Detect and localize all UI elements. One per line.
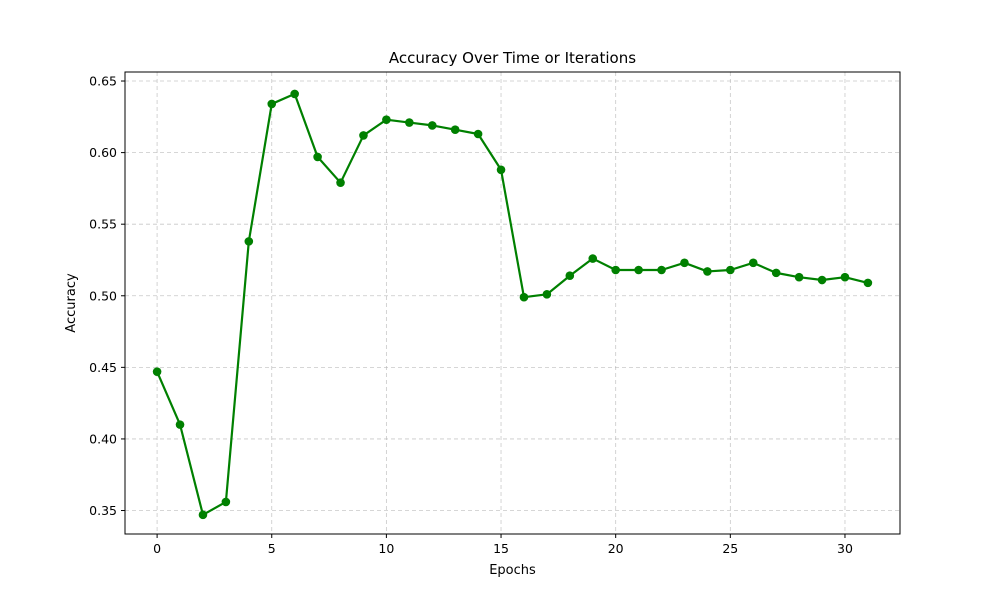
data-point — [405, 118, 414, 127]
data-point — [519, 292, 529, 302]
data-point — [427, 121, 437, 130]
data-point — [794, 272, 804, 282]
data-point — [152, 367, 162, 376]
data-point — [450, 125, 460, 134]
series-accuracy — [152, 89, 873, 520]
data-point — [748, 258, 758, 268]
x-tick-label: 15 — [493, 541, 509, 556]
y-tick-label: 0.45 — [89, 360, 117, 375]
data-point — [313, 152, 322, 162]
y-tick-label: 0.60 — [89, 145, 117, 160]
x-tick-label: 30 — [837, 541, 853, 556]
data-point — [771, 268, 781, 278]
data-point — [359, 131, 368, 140]
data-point — [680, 258, 689, 268]
data-point — [290, 89, 299, 99]
data-point — [496, 165, 506, 175]
data-point — [840, 272, 850, 282]
data-point — [703, 267, 712, 276]
data-point — [267, 99, 277, 109]
x-tick-label: 10 — [378, 541, 394, 556]
data-point — [382, 115, 391, 124]
data-point — [817, 275, 827, 285]
x-axis-label: Epochs — [489, 563, 536, 578]
plot-area-frame — [124, 71, 901, 535]
data-point — [611, 265, 620, 275]
y-tick-label: 0.50 — [89, 288, 117, 303]
grid — [125, 72, 900, 534]
x-tick-label: 0 — [153, 541, 161, 556]
axis-ticks: 0 5 10 15 20 25 30 0.35 0.40 0.45 0.50 0.55 0.60 0.65 — [89, 74, 853, 556]
y-axis-label: Accuracy — [64, 273, 79, 333]
data-point — [657, 265, 666, 275]
data-point — [336, 178, 345, 187]
y-tick-label: 0.55 — [89, 217, 117, 232]
data-point — [726, 265, 735, 275]
data-point — [634, 265, 643, 275]
chart-title: Accuracy Over Time or Iterations — [389, 49, 636, 67]
x-tick-label: 5 — [268, 541, 276, 556]
x-tick-label: 25 — [722, 541, 738, 556]
data-point — [588, 254, 598, 263]
data-point — [221, 497, 231, 507]
data-point — [473, 129, 483, 139]
y-tick-label: 0.65 — [89, 74, 117, 89]
data-point — [175, 420, 185, 429]
data-point — [565, 271, 575, 281]
y-tick-label: 0.35 — [89, 503, 117, 518]
data-point — [542, 290, 552, 299]
y-tick-label: 0.40 — [89, 431, 117, 446]
data-point — [244, 237, 254, 246]
data-point — [863, 278, 873, 288]
data-point — [198, 510, 208, 520]
x-tick-label: 20 — [608, 541, 624, 556]
